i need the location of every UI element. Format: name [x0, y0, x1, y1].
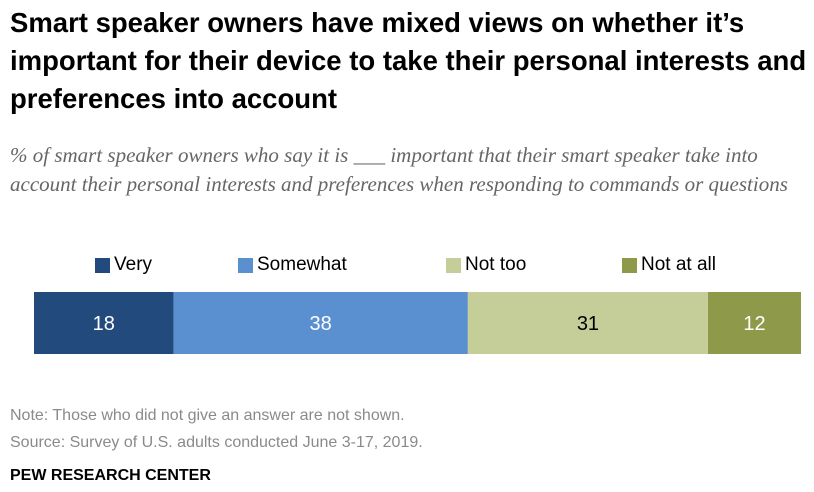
chart-legend: Very Somewhat Not too Not at all — [0, 253, 814, 277]
legend-label-somewhat: Somewhat — [257, 254, 347, 275]
chart-title: Smart speaker owners have mixed views on… — [10, 7, 807, 114]
legend-item-not-too: Not too — [446, 253, 526, 277]
legend-label-not-at-all: Not at all — [641, 254, 716, 275]
stacked-bar: 18 38 31 12 — [34, 292, 801, 354]
note-text: Note: Those who did not give an answer a… — [10, 407, 405, 424]
source-text: Source: Survey of U.S. adults conducted … — [10, 434, 423, 451]
bar-segment-not-at-all — [708, 292, 801, 354]
legend-item-somewhat: Somewhat — [238, 253, 347, 277]
legend-swatch-somewhat — [238, 257, 253, 273]
legend-swatch-not-too — [446, 257, 461, 273]
legend-swatch-not-at-all — [622, 257, 637, 273]
chart-notes: Note: Those who did not give an answer a… — [10, 402, 800, 456]
bar-label-very: 18 — [93, 313, 115, 335]
bar-segment-somewhat — [173, 292, 468, 354]
legend-label-not-too: Not too — [465, 254, 527, 275]
bar-segment-very — [34, 292, 174, 354]
legend-item-not-at-all: Not at all — [622, 253, 716, 277]
bar-label-somewhat: 38 — [310, 313, 332, 335]
organization-credit: PEW RESEARCH CENTER — [10, 467, 211, 484]
bar-label-not-at-all: 12 — [743, 313, 765, 335]
legend-label-very: Very — [114, 254, 153, 275]
bar-segment-not-too — [467, 292, 709, 354]
bar-label-not-too: 31 — [577, 313, 599, 335]
stacked-bar-chart: 18 38 31 12 — [34, 292, 801, 354]
chart-subtitle: % of smart speaker owners who say it is … — [10, 143, 788, 196]
legend-item-very: Very — [95, 253, 152, 277]
legend-swatch-very — [95, 257, 110, 273]
